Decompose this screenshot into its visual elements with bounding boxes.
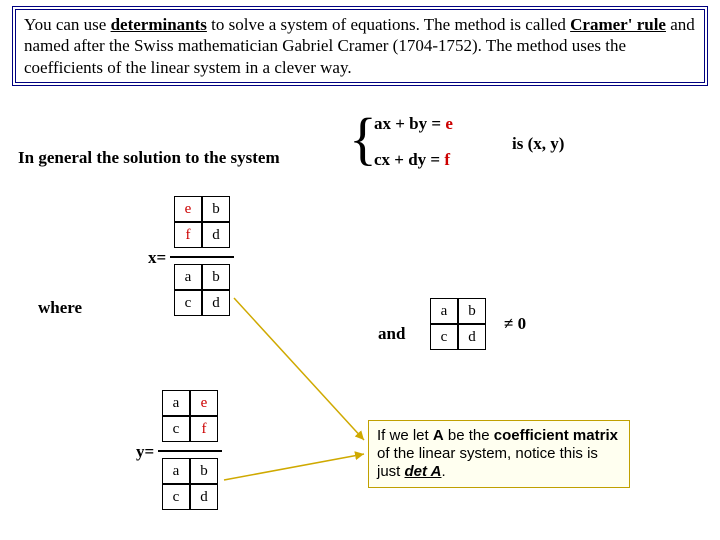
brace-icon: { [349, 110, 377, 168]
mat-cell: b [458, 298, 486, 324]
x-den-matrix: a b c d [174, 264, 230, 316]
mat-cell: c [162, 416, 190, 442]
where-label: where [38, 298, 82, 318]
mat-cell: a [174, 264, 202, 290]
mat-cell: a [162, 390, 190, 416]
mat-cell: c [430, 324, 458, 350]
arrow-x-to-callout [230, 290, 380, 460]
callout-box: If we let A be the coefficient matrix of… [368, 420, 630, 488]
mat-cell: b [202, 264, 230, 290]
intro-term1: determinants [111, 15, 207, 34]
mat-cell: c [162, 484, 190, 510]
intro-box: You can use determinants to solve a syst… [12, 6, 708, 86]
eq1: ax + by = e [374, 114, 453, 134]
callout-mid1: be the [444, 427, 494, 444]
mat-cell: f [190, 416, 218, 442]
mat-cell: d [458, 324, 486, 350]
y-den-matrix: a b c d [162, 458, 218, 510]
and-label: and [378, 324, 405, 344]
in-general-label: In general the solution to the system [18, 148, 280, 168]
mat-cell: d [202, 290, 230, 316]
mat-cell: c [174, 290, 202, 316]
eq1-rhs: e [445, 114, 453, 133]
mat-cell: d [190, 484, 218, 510]
mat-cell: f [174, 222, 202, 248]
callout-dot: . [441, 463, 445, 480]
mat-cell: e [174, 196, 202, 222]
y-num-matrix: a e c f [162, 390, 218, 442]
arrow-y-to-callout [220, 450, 370, 490]
callout-a: A [433, 427, 444, 444]
mat-cell: b [202, 196, 230, 222]
intro-term2: Cramer' rule [570, 15, 666, 34]
callout-coeff: coefficient matrix [494, 427, 618, 444]
callout-pre: If we let [377, 427, 433, 444]
y-eq-label: y= [136, 442, 154, 462]
eq2: cx + dy = f [374, 150, 450, 170]
intro-pre: You can use [24, 15, 111, 34]
mat-cell: a [162, 458, 190, 484]
intro-mid1: to solve a system of equations. The meth… [207, 15, 570, 34]
is-xy-label: is (x, y) [512, 134, 564, 154]
and-matrix: a b c d [430, 298, 486, 350]
mat-cell: b [190, 458, 218, 484]
mat-cell: e [190, 390, 218, 416]
y-frac-line [158, 450, 222, 452]
x-num-matrix: e b f d [174, 196, 230, 248]
mat-cell: d [202, 222, 230, 248]
x-eq-label: x= [148, 248, 166, 268]
x-frac-line [170, 256, 234, 258]
callout-deta: det A [405, 463, 442, 480]
eq2-rhs: f [444, 150, 450, 169]
mat-cell: a [430, 298, 458, 324]
eq2-lhs: cx + dy = [374, 150, 444, 169]
eq1-lhs: ax + by = [374, 114, 445, 133]
neq0-label: ≠ 0 [504, 314, 526, 334]
